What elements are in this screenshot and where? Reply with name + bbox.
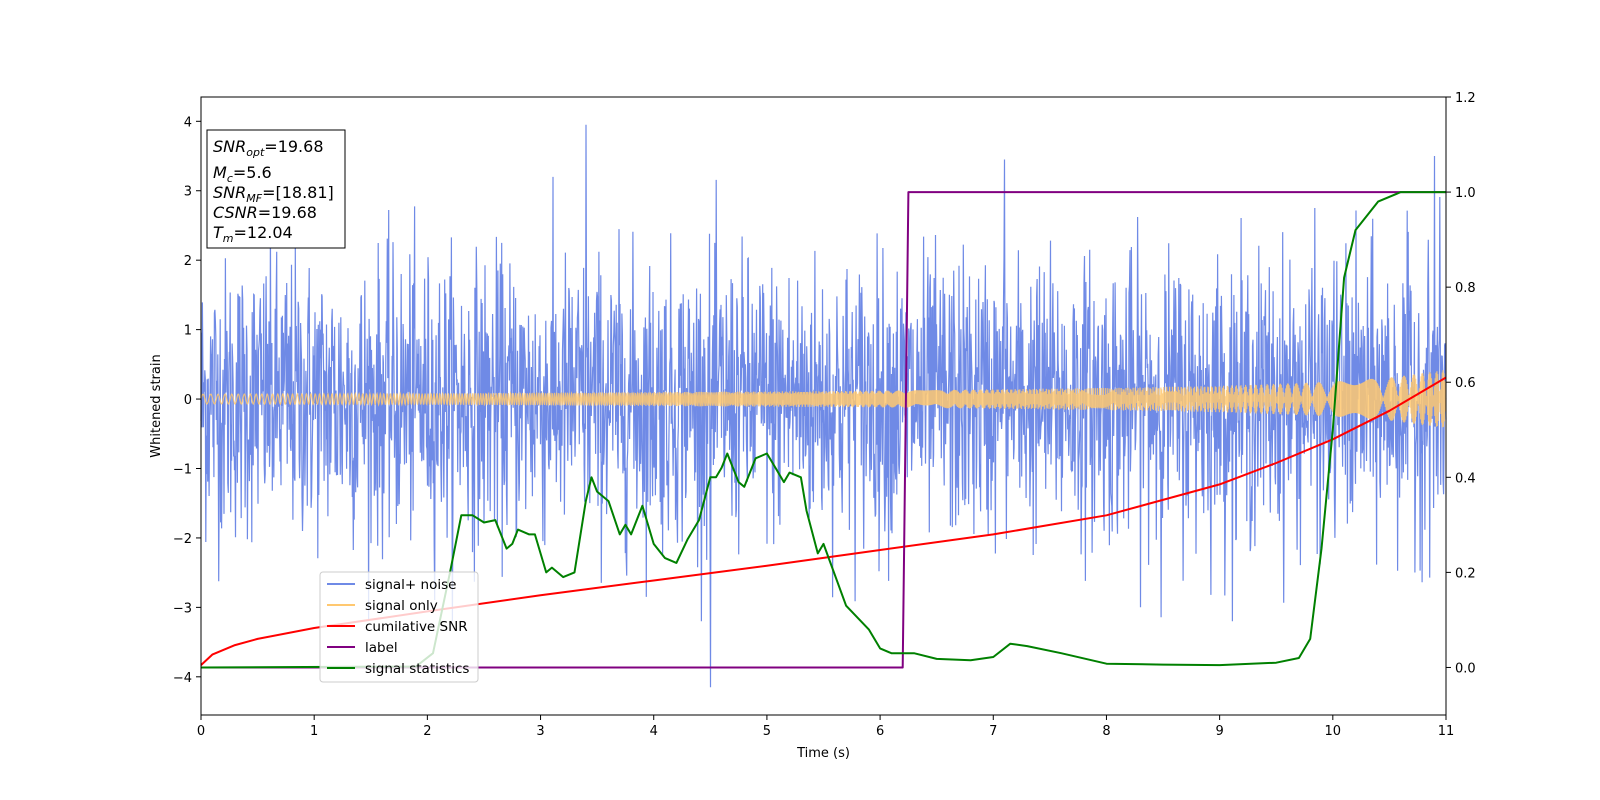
y-left-tick-label: 2 [184,254,192,269]
ticks-layer: 0 1 2 3 4 5 6 7 8 9 10 11 −4 −3 −2 −1 0 1 2 3 4 0.0 0.2 0.4 0.6 0… [173,91,1476,739]
x-tick-label: 4 [650,724,658,739]
info-tm: Tm=12.04 [213,223,293,245]
y-left-tick-label: 3 [184,185,192,200]
legend-label-cumulative-snr: cumilative SNR [365,619,468,635]
series-cumulative-snr [200,376,1447,666]
x-tick-label: 9 [1215,724,1223,739]
info-mc: Mc=5.6 [213,163,272,185]
x-tick-label: 8 [1102,724,1110,739]
y-right-tick-label: 0.6 [1455,376,1476,391]
y-left-tick-label: 4 [184,115,192,130]
y-axis-label: Whitened strain [149,354,164,457]
info-csnr: CSNR=19.68 [213,203,317,222]
y-right-tick-label: 0.2 [1455,566,1476,581]
y-right-tick-label: 0.4 [1455,471,1476,486]
plot-frame [200,96,1447,716]
y-left-tick-label: −2 [173,532,192,547]
info-snr-opt: SNRopt=19.68 [213,137,324,159]
series-signal-noise [200,124,1447,688]
legend-frame [319,571,479,683]
legend: signal+ noise signal only cumilative SNR… [319,571,479,683]
x-axis-label: Time (s) [796,746,850,761]
y-left-tick-label: −1 [173,462,192,477]
x-tick-label: 11 [1438,724,1455,739]
y-left-tick-label: 0 [184,393,192,408]
series-signal-statistics [200,191,1446,669]
x-tick-label: 7 [989,724,997,739]
x-tick-label: 0 [197,724,205,739]
series-layer [200,124,1447,688]
y-right-tick-label: 0.0 [1455,661,1476,676]
legend-label-signal-only: signal only [365,598,438,614]
info-box-frame [206,129,346,249]
series-signal-only [200,370,1447,428]
info-box: SNRopt=19.68 Mc=5.6 SNRMF=[18.81] CSNR=1… [206,129,346,249]
x-tick-label: 3 [536,724,544,739]
series-label [201,191,1446,669]
y-left-tick-label: −3 [173,601,192,616]
legend-label-signal-noise: signal+ noise [365,577,456,593]
y-left-tick-label: −4 [173,671,192,686]
x-tick-label: 1 [310,724,318,739]
info-snr-mf: SNRMF=[18.81] [213,183,334,205]
x-tick-label: 6 [876,724,884,739]
legend-label-signal-statistics: signal statistics [365,661,469,677]
y-right-tick-label: 1.2 [1455,91,1476,106]
y-right-tick-label: 0.8 [1455,281,1476,296]
y-right-tick-label: 1.0 [1455,186,1476,201]
x-tick-label: 10 [1325,724,1342,739]
x-tick-label: 5 [763,724,771,739]
legend-label-label: label [365,640,398,656]
y-left-tick-label: 1 [184,324,192,339]
x-tick-label: 2 [423,724,431,739]
